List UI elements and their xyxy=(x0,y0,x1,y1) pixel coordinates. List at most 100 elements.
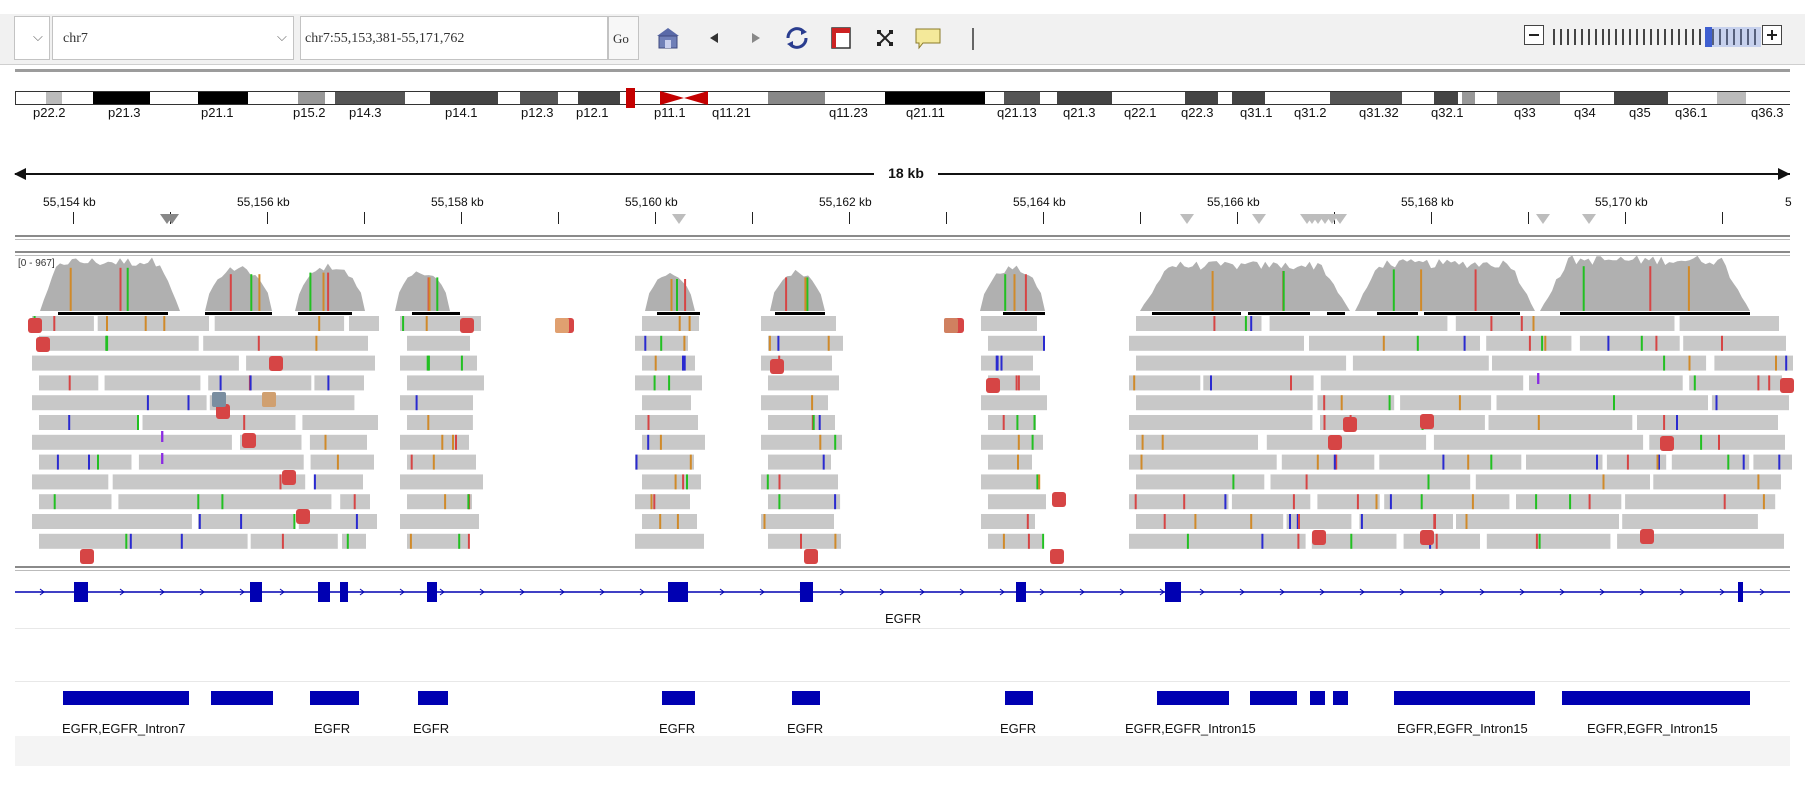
aligned-read[interactable] xyxy=(1384,494,1510,510)
aligned-read[interactable] xyxy=(1617,533,1784,549)
aligned-read[interactable] xyxy=(768,494,841,510)
aligned-read[interactable] xyxy=(642,514,697,529)
genome-dropdown[interactable]: ⌵ xyxy=(14,16,50,60)
aligned-read[interactable] xyxy=(1433,434,1644,450)
aligned-read[interactable] xyxy=(39,375,99,391)
aligned-read[interactable] xyxy=(1136,316,1262,331)
aligned-read[interactable] xyxy=(1679,316,1779,331)
aligned-read[interactable] xyxy=(1488,415,1633,430)
aligned-read[interactable] xyxy=(298,514,377,529)
aligned-read[interactable] xyxy=(1286,514,1352,529)
aligned-read[interactable] xyxy=(104,375,201,391)
aligned-read[interactable] xyxy=(988,415,1036,430)
aligned-read[interactable] xyxy=(112,474,306,490)
aligned-read[interactable] xyxy=(1379,454,1522,470)
feature-block[interactable] xyxy=(418,691,448,705)
aligned-read[interactable] xyxy=(761,474,838,490)
gene-exon[interactable] xyxy=(74,582,88,602)
aligned-read[interactable] xyxy=(407,494,472,510)
aligned-read[interactable] xyxy=(32,395,207,411)
aligned-read[interactable] xyxy=(635,415,698,430)
aligned-read[interactable] xyxy=(407,335,470,351)
aligned-read[interactable] xyxy=(314,375,364,391)
aligned-read[interactable] xyxy=(407,533,468,549)
aligned-read[interactable] xyxy=(1529,375,1683,391)
aligned-read[interactable] xyxy=(768,335,843,351)
aligned-read[interactable] xyxy=(1129,494,1229,510)
gene-exon[interactable] xyxy=(250,582,262,602)
aligned-read[interactable] xyxy=(981,474,1039,490)
aligned-read[interactable] xyxy=(981,355,1033,371)
aligned-read[interactable] xyxy=(1309,335,1480,351)
aligned-read[interactable] xyxy=(97,316,209,331)
aligned-read[interactable] xyxy=(1352,355,1489,371)
feature-block[interactable] xyxy=(63,691,189,705)
gene-exon[interactable] xyxy=(1738,582,1743,602)
aligned-read[interactable] xyxy=(768,415,835,430)
aligned-read[interactable] xyxy=(407,415,473,430)
aligned-read[interactable] xyxy=(407,454,476,470)
aligned-read[interactable] xyxy=(118,494,332,510)
aligned-read[interactable] xyxy=(768,454,831,470)
select-region-icon[interactable] xyxy=(871,24,899,52)
aligned-read[interactable] xyxy=(1606,454,1667,470)
forward-arrow-icon[interactable] xyxy=(742,24,770,52)
aligned-read[interactable] xyxy=(349,316,379,331)
gene-exon[interactable] xyxy=(340,582,348,602)
aligned-read[interactable] xyxy=(1486,533,1611,549)
aligned-read[interactable] xyxy=(32,355,239,371)
aligned-read[interactable] xyxy=(642,434,705,450)
feature-block[interactable] xyxy=(1333,691,1348,705)
aligned-read[interactable] xyxy=(1689,375,1782,391)
aligned-read[interactable] xyxy=(1455,316,1675,331)
aligned-read[interactable] xyxy=(988,494,1046,510)
aligned-read[interactable] xyxy=(1579,335,1680,351)
go-button[interactable]: Go xyxy=(608,16,639,60)
zoom-thumb[interactable] xyxy=(1705,27,1713,47)
aligned-read[interactable] xyxy=(1266,434,1427,450)
aligned-read[interactable] xyxy=(1492,355,1707,371)
feature-block[interactable] xyxy=(792,691,820,705)
aligned-read[interactable] xyxy=(1753,454,1792,470)
aligned-read[interactable] xyxy=(1320,375,1524,391)
feature-block[interactable] xyxy=(211,691,273,705)
aligned-read[interactable] xyxy=(761,514,834,529)
aligned-read[interactable] xyxy=(1311,533,1397,549)
aligned-read[interactable] xyxy=(1622,514,1758,529)
aligned-read[interactable] xyxy=(1231,494,1311,510)
aligned-read[interactable] xyxy=(400,474,483,490)
aligned-read[interactable] xyxy=(768,533,841,549)
aligned-read[interactable] xyxy=(1359,514,1453,529)
back-arrow-icon[interactable] xyxy=(700,24,728,52)
locus-input[interactable]: chr7:55,153,381-55,171,762 xyxy=(300,16,608,60)
gene-exon[interactable] xyxy=(1016,582,1026,602)
aligned-read[interactable] xyxy=(988,335,1044,351)
aligned-read[interactable] xyxy=(250,533,338,549)
aligned-read[interactable] xyxy=(1320,415,1485,430)
aligned-read[interactable] xyxy=(1653,474,1781,490)
aligned-read[interactable] xyxy=(400,395,473,411)
aligned-read[interactable] xyxy=(635,494,690,510)
aligned-read[interactable] xyxy=(642,395,691,411)
aligned-read[interactable] xyxy=(1136,355,1347,371)
aligned-read[interactable] xyxy=(400,514,479,529)
aligned-read[interactable] xyxy=(1649,434,1785,450)
aligned-read[interactable] xyxy=(642,355,695,371)
aligned-read[interactable] xyxy=(1129,454,1277,470)
aligned-read[interactable] xyxy=(1129,335,1304,351)
gene-exon[interactable] xyxy=(668,582,688,602)
aligned-read[interactable] xyxy=(32,316,94,331)
aligned-read[interactable] xyxy=(635,533,704,549)
aligned-read[interactable] xyxy=(32,514,192,529)
aligned-read[interactable] xyxy=(203,335,368,351)
aligned-read[interactable] xyxy=(32,434,232,450)
aligned-read[interactable] xyxy=(1317,395,1395,411)
aligned-read[interactable] xyxy=(635,454,694,470)
aligned-read[interactable] xyxy=(981,395,1047,411)
aligned-read[interactable] xyxy=(1496,395,1709,411)
aligned-read[interactable] xyxy=(1269,316,1448,331)
feature-block[interactable] xyxy=(1005,691,1033,705)
aligned-read[interactable] xyxy=(1400,395,1492,411)
aligned-read[interactable] xyxy=(208,375,312,391)
